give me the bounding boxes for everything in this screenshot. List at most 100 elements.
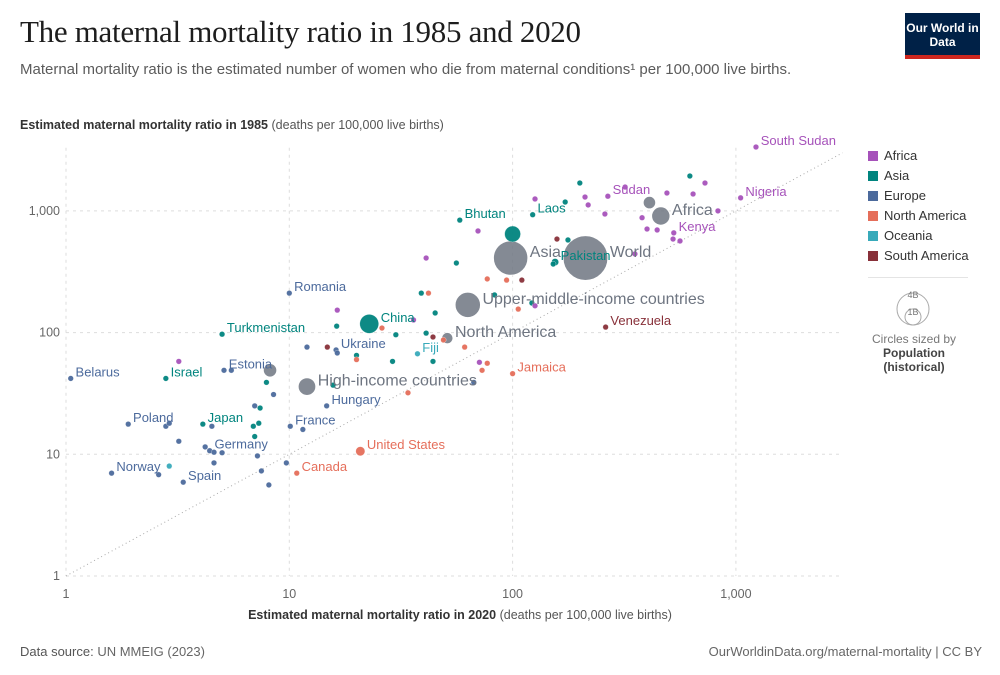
point-country[interactable] (270, 391, 277, 398)
point-country[interactable] (470, 379, 477, 386)
point-hungary[interactable] (323, 402, 330, 409)
point-country[interactable] (251, 433, 258, 440)
point-country[interactable] (565, 237, 571, 243)
point-venezuela[interactable] (602, 324, 609, 331)
point-country[interactable] (262, 363, 278, 378)
point-country[interactable] (405, 389, 411, 396)
point-country[interactable] (532, 196, 538, 202)
point-estonia[interactable] (221, 367, 227, 374)
credit-link[interactable]: OurWorldinData.org/maternal-mortality | … (708, 644, 982, 659)
point-country[interactable] (202, 443, 209, 450)
point-country[interactable] (255, 420, 262, 427)
point-country[interactable] (430, 334, 436, 340)
point-sudan[interactable] (604, 193, 611, 200)
point-country[interactable] (211, 449, 217, 456)
point-country[interactable] (585, 202, 592, 208)
point-country[interactable] (642, 196, 657, 210)
point-country[interactable] (324, 344, 331, 351)
point-country[interactable] (432, 310, 439, 316)
point-poland[interactable] (125, 421, 132, 428)
point-country[interactable] (550, 261, 557, 267)
point-country[interactable] (479, 367, 486, 374)
point-laos[interactable] (529, 211, 536, 218)
point-country[interactable] (228, 367, 235, 374)
point-country[interactable] (250, 423, 257, 430)
point-israel[interactable] (162, 375, 169, 382)
point-country[interactable] (484, 360, 491, 367)
point-country[interactable] (208, 423, 215, 430)
point-south-sudan[interactable] (753, 144, 759, 150)
point-spain[interactable] (180, 479, 187, 486)
point-country[interactable] (503, 277, 510, 284)
point-country[interactable] (554, 236, 560, 243)
point-country[interactable] (334, 350, 341, 356)
point-country[interactable] (515, 306, 522, 313)
point-world[interactable] (562, 235, 609, 281)
point-country[interactable] (265, 481, 272, 488)
point-country[interactable] (631, 250, 638, 257)
legend-item-asia[interactable]: Asia (868, 168, 909, 183)
point-country[interactable] (263, 379, 270, 386)
point-japan[interactable] (199, 421, 206, 428)
point-country[interactable] (418, 290, 425, 297)
point-country[interactable] (639, 214, 646, 221)
point-country[interactable] (219, 449, 226, 456)
owid-logo[interactable]: Our World in Data (905, 13, 980, 59)
point-country[interactable] (254, 452, 261, 459)
point-country[interactable] (562, 199, 569, 205)
point-country[interactable] (440, 337, 447, 343)
point-country[interactable] (175, 438, 182, 445)
point-china[interactable] (359, 314, 379, 334)
point-country[interactable] (601, 211, 608, 217)
point-country[interactable] (430, 358, 436, 365)
point-bhutan[interactable] (456, 217, 463, 224)
point-country[interactable] (654, 227, 661, 233)
point-country[interactable] (476, 359, 483, 366)
legend-item-europe[interactable]: Europe (868, 188, 926, 203)
point-country[interactable] (690, 191, 697, 197)
point-canada[interactable] (293, 470, 300, 477)
point-country[interactable] (423, 330, 430, 337)
point-country[interactable] (518, 277, 525, 284)
point-country[interactable] (644, 226, 650, 232)
point-country[interactable] (425, 290, 432, 297)
point-country[interactable] (353, 356, 360, 363)
legend-item-oceania[interactable]: Oceania (868, 228, 932, 243)
point-country[interactable] (155, 471, 162, 478)
legend-item-north-america[interactable]: North America (868, 208, 966, 223)
point-country[interactable] (453, 260, 460, 266)
point-country[interactable] (532, 302, 538, 309)
point-country[interactable] (304, 344, 310, 351)
point-country[interactable] (491, 291, 498, 298)
point-country[interactable] (663, 190, 670, 196)
point-france[interactable] (287, 423, 294, 430)
point-united-states[interactable] (355, 446, 366, 456)
point-country[interactable] (677, 238, 683, 244)
point-country[interactable] (702, 180, 708, 186)
point-country[interactable] (333, 323, 340, 330)
point-country[interactable] (714, 207, 721, 214)
point-country[interactable] (299, 426, 306, 433)
point-norway[interactable] (108, 470, 115, 477)
point-turkmenistan[interactable] (219, 331, 226, 338)
point-belarus[interactable] (67, 375, 74, 382)
point-country[interactable] (576, 180, 583, 186)
point-country[interactable] (504, 225, 521, 243)
point-country[interactable] (582, 194, 588, 200)
point-country[interactable] (423, 255, 430, 261)
point-country[interactable] (166, 463, 173, 470)
point-country[interactable] (475, 228, 481, 234)
point-fiji[interactable] (414, 350, 421, 357)
point-country[interactable] (686, 173, 693, 179)
point-country[interactable] (330, 382, 336, 389)
point-nigeria[interactable] (737, 194, 744, 201)
point-country[interactable] (622, 184, 629, 190)
point-country[interactable] (379, 325, 385, 331)
point-country[interactable] (166, 420, 173, 427)
point-country[interactable] (334, 307, 341, 314)
point-romania[interactable] (286, 290, 293, 297)
point-country[interactable] (258, 467, 265, 474)
legend-item-africa[interactable]: Africa (868, 148, 917, 163)
point-asia[interactable] (493, 240, 529, 276)
legend-item-south-america[interactable]: South America (868, 248, 969, 263)
